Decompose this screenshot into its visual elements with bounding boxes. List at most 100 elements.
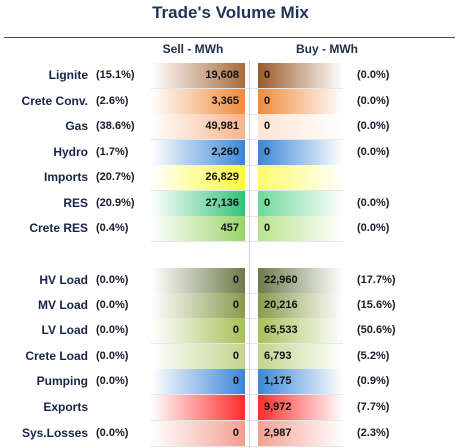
table-row: Imports (20.7%) 26,829 — [0, 165, 461, 190]
row-divider — [151, 369, 343, 370]
sell-percent: (0.0%) — [96, 427, 129, 439]
sell-value-cell: 0 — [151, 268, 245, 293]
buy-value: 9,972 — [264, 401, 292, 413]
sell-value: 27,136 — [205, 197, 239, 209]
sell-value-cell: 3,365 — [151, 89, 245, 114]
row-divider — [151, 114, 343, 115]
buy-value: 6,793 — [264, 350, 292, 362]
buy-value: 22,960 — [264, 274, 298, 286]
buy-value-cell: 0 — [258, 63, 343, 88]
buy-percent — [357, 165, 417, 190]
table-row: LV Load (0.0%) 0 65,533 (50.6%) — [0, 318, 461, 343]
buy-value: 65,533 — [264, 324, 298, 336]
sell-value-cell: 0 — [151, 344, 245, 369]
table-row: HV Load (0.0%) 0 22,960 (17.7%) — [0, 268, 461, 293]
table-row: MV Load (0.0%) 0 20,216 (15.6%) — [0, 293, 461, 318]
buy-value-cell: 0 — [258, 191, 343, 216]
table-row: Lignite (15.1%) 19,608 0 (0.0%) — [0, 63, 461, 88]
buy-value-cell: 9,972 — [258, 395, 343, 420]
buy-percent: (2.3%) — [357, 427, 390, 439]
row-label: Crete Load — [25, 349, 88, 363]
center-divider — [249, 60, 250, 448]
row-divider — [151, 446, 343, 447]
table-row: Crete RES (0.4%) 457 0 (0.0%) — [0, 216, 461, 241]
buy-value: 0 — [264, 197, 271, 209]
buy-percent: (5.2%) — [357, 350, 390, 362]
buy-value: 1,175 — [264, 375, 292, 387]
row-label: Imports — [43, 170, 88, 184]
buy-percent: (0.0%) — [357, 146, 390, 158]
buy-percent: (7.7%) — [357, 401, 390, 413]
title-divider — [4, 37, 455, 38]
sell-value: 2,260 — [211, 146, 239, 158]
sell-value: 26,829 — [205, 171, 239, 183]
row-divider — [151, 420, 343, 421]
buy-percent: (0.0%) — [357, 222, 390, 234]
row-label: Exports — [43, 400, 88, 414]
sell-percent: (20.7%) — [96, 171, 135, 183]
row-label: Gas — [65, 119, 88, 133]
row-label: Crete RES — [29, 221, 88, 235]
sell-percent: (1.7%) — [96, 146, 129, 158]
buy-percent: (0.0%) — [357, 197, 390, 209]
sell-value: 19,608 — [205, 69, 239, 81]
buy-value-cell — [258, 165, 343, 190]
row-label: Crete Conv. — [21, 94, 88, 108]
sell-value: 457 — [220, 222, 239, 234]
buy-value-cell: 0 — [258, 114, 343, 139]
buy-percent: (17.7%) — [357, 274, 396, 286]
sell-value-cell: 2,260 — [151, 140, 245, 165]
table-row: Hydro (1.7%) 2,260 0 (0.0%) — [0, 140, 461, 165]
sell-percent: (2.6%) — [96, 95, 129, 107]
sell-percent: (0.4%) — [96, 222, 129, 234]
table-row: Gas (38.6%) 49,981 0 (0.0%) — [0, 114, 461, 139]
buy-value: 0 — [264, 69, 271, 81]
sell-percent: (38.6%) — [96, 120, 135, 132]
sell-percent: (0.0%) — [96, 375, 129, 387]
row-label: MV Load — [38, 298, 88, 312]
buy-percent: (15.6%) — [357, 299, 396, 311]
row-divider — [151, 139, 343, 140]
row-label: HV Load — [39, 273, 88, 287]
sell-value: 0 — [232, 427, 239, 439]
buy-value-cell: 20,216 — [258, 293, 343, 318]
sell-value: 0 — [232, 375, 239, 387]
row-divider — [151, 88, 343, 89]
sell-percent: (15.1%) — [96, 69, 135, 81]
sell-percent: (20.9%) — [96, 197, 135, 209]
table-row: Sys.Losses (0.0%) 0 2,987 (2.3%) — [0, 421, 461, 446]
buy-value-cell: 6,793 — [258, 344, 343, 369]
table-row: Pumping (0.0%) 0 1,175 (0.9%) — [0, 369, 461, 394]
table-row: Exports 9,972 (7.7%) — [0, 395, 461, 420]
sell-percent — [96, 395, 156, 420]
row-divider — [151, 394, 343, 395]
row-divider — [151, 165, 343, 166]
sell-column-header: Sell - MWh — [162, 42, 224, 56]
sell-value-cell: 0 — [151, 318, 245, 343]
row-label: Sys.Losses — [21, 426, 88, 440]
row-divider — [151, 190, 343, 191]
sell-value-cell: 457 — [151, 216, 245, 241]
buy-percent: (50.6%) — [357, 324, 396, 336]
row-label: Hydro — [53, 145, 88, 159]
sell-value-cell: 0 — [151, 369, 245, 394]
buy-value: 0 — [264, 95, 271, 107]
sell-percent: (0.0%) — [96, 324, 129, 336]
sell-value: 0 — [232, 350, 239, 362]
table-row: Crete Load (0.0%) 0 6,793 (5.2%) — [0, 344, 461, 369]
buy-column-header: Buy - MWh — [296, 42, 358, 56]
buy-value — [258, 171, 264, 183]
sell-value-cell: 19,608 — [151, 63, 245, 88]
table-row: Crete Conv. (2.6%) 3,365 0 (0.0%) — [0, 89, 461, 114]
buy-value-cell: 1,175 — [258, 369, 343, 394]
buy-value: 0 — [264, 120, 271, 132]
buy-value-cell: 65,533 — [258, 318, 343, 343]
buy-percent: (0.9%) — [357, 375, 390, 387]
table-row: RES (20.9%) 27,136 0 (0.0%) — [0, 191, 461, 216]
buy-value: 2,987 — [264, 427, 292, 439]
buy-value-cell: 2,987 — [258, 421, 343, 446]
row-divider — [151, 343, 343, 344]
buy-value-cell: 0 — [258, 216, 343, 241]
row-label: LV Load — [41, 323, 88, 337]
buy-value-cell: 0 — [258, 140, 343, 165]
